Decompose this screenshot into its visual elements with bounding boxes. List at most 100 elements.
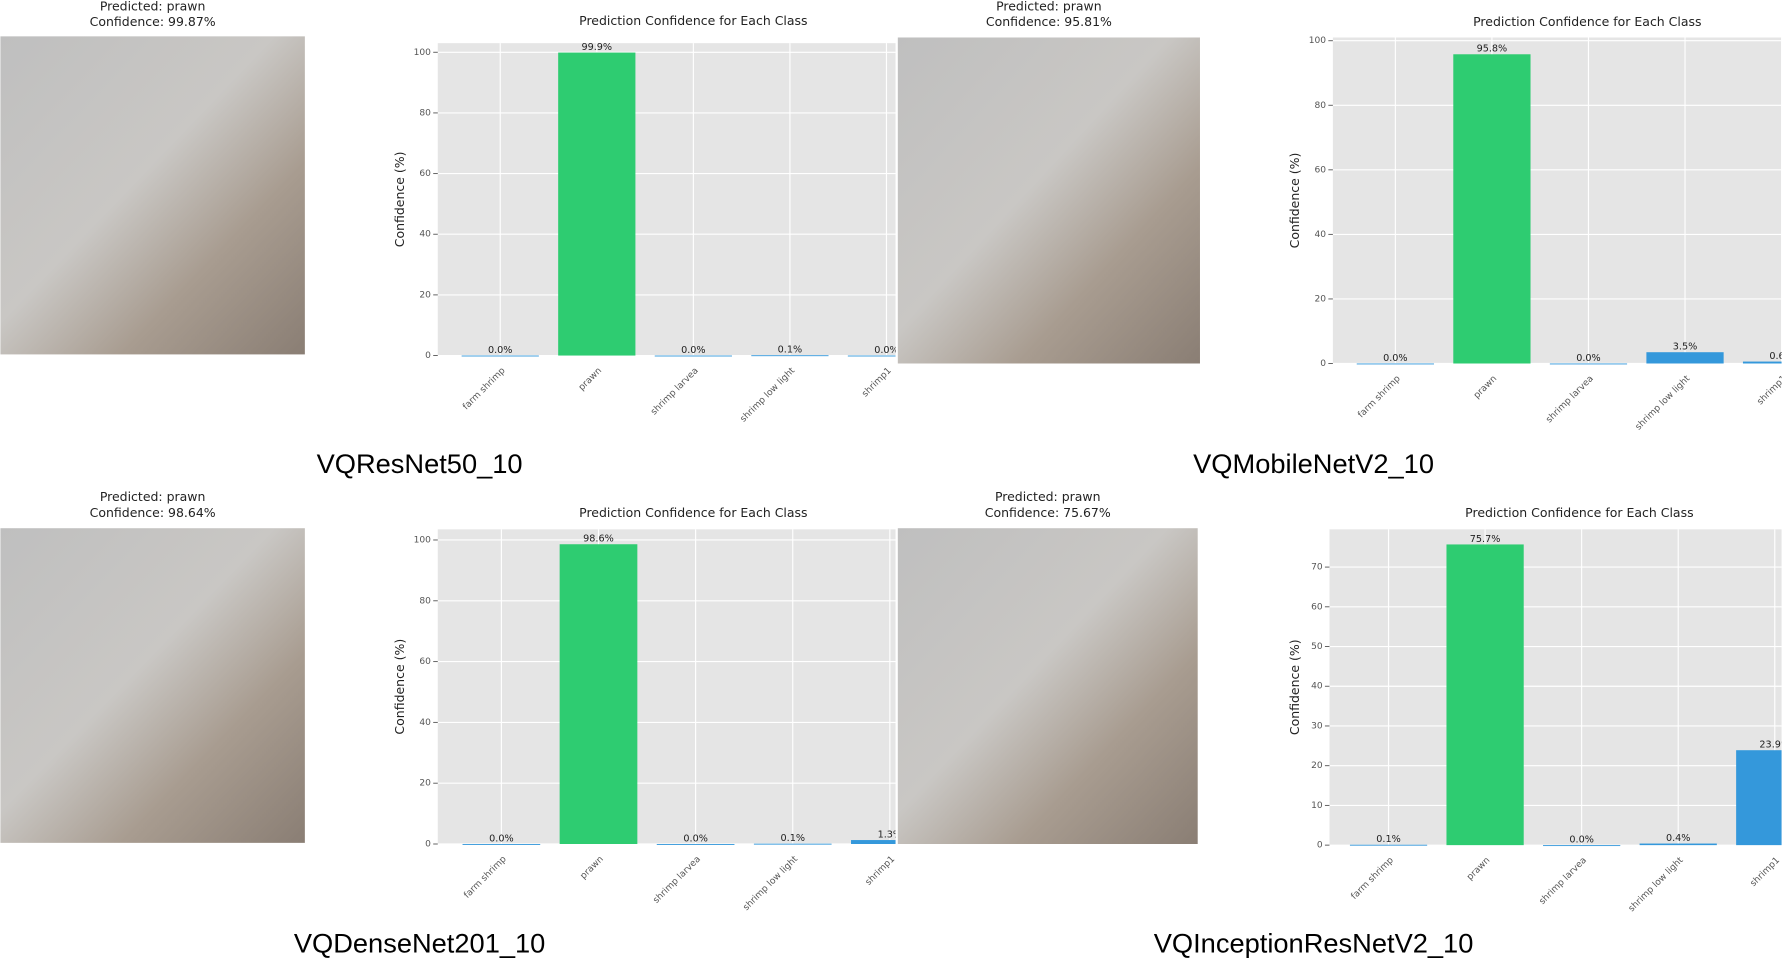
x-tick-label: farm shrimp [1350,855,1396,901]
photo [0,528,305,843]
y-tick-label: 20 [419,290,431,300]
x-tick-label: prawn [1465,856,1492,883]
value-label: 0.4% [1666,833,1691,844]
plot-area [437,43,896,356]
prediction: Predicted: prawn [100,489,206,504]
photo [897,528,1198,844]
y-tick-label: 40 [1315,230,1327,240]
x-tick-label: shrimp1 [1756,374,1782,407]
x-tick-label: shrimp larvea [649,366,700,417]
value-label: 0.0% [683,833,708,844]
y-tick-label: 20 [419,779,431,789]
bar [1349,844,1428,846]
chart: 0 20 40 60 80 100 0.0% farm shrimp 99.9% prawn 0.0… [414,42,896,425]
x-tick-label: shrimp larvea [652,854,703,905]
y-tick-label: 0 [425,351,431,361]
x-tick-label: prawn [577,366,604,393]
confidence: Confidence: 98.64% [90,505,216,520]
confidence: Confidence: 99.87% [90,14,216,29]
prediction: Predicted: prawn [996,0,1102,13]
chart-title: Prediction Confidence for Each Class [1465,505,1693,520]
value-label: 1.3% [878,829,903,840]
value-label: 95.8% [1477,44,1508,55]
bar [559,544,638,844]
x-tick-label: shrimp larvea [1544,374,1595,425]
y-tick-label: 100 [414,48,432,58]
y-axis-label: Confidence (%) [392,151,407,247]
value-label: 98.6% [583,534,614,545]
y-tick-label: 70 [1311,563,1323,573]
prediction: Predicted: prawn [100,0,206,13]
y-tick-label: 0 [1320,359,1326,369]
bar [558,52,636,356]
confidence: Confidence: 75.67% [985,505,1111,520]
bar [1453,54,1531,364]
chart: 0 20 40 60 80 100 0.0% farm shrimp 95.8% prawn 0.0… [1309,36,1782,432]
x-tick-label: farm shrimp [461,366,507,412]
photo [897,37,1200,364]
y-tick-label: 10 [1311,801,1323,811]
y-tick-label: 50 [1311,642,1323,652]
y-axis-label: Confidence (%) [1287,639,1302,735]
y-tick-label: 40 [419,230,431,240]
y-tick-label: 80 [419,108,431,118]
y-tick-label: 80 [419,596,431,606]
plot-area [437,529,896,844]
chart-title: Prediction Confidence for Each Class [579,505,807,520]
prediction: Predicted: prawn [995,489,1101,504]
model-caption: VQDenseNet201_10 [294,927,545,958]
x-tick-label: shrimp larvea [1538,856,1589,907]
model-caption: VQMobileNetV2_10 [1193,448,1434,479]
y-tick-label: 100 [414,535,432,545]
x-tick-label: shrimp low light [1634,374,1693,433]
bar [1646,352,1724,364]
value-label: 0.0% [488,345,513,356]
value-label: 0.0% [1576,353,1601,364]
y-axis-label: Confidence (%) [1287,153,1302,249]
bar [654,355,732,357]
bar [847,355,896,357]
chart-title: Prediction Confidence for Each Class [579,13,807,28]
y-axis-label: Confidence (%) [392,639,407,735]
chart-title: Prediction Confidence for Each Class [1473,14,1701,29]
bar [1736,750,1782,846]
bar [1639,843,1717,846]
bar [461,355,539,357]
bar [851,840,896,844]
x-tick-label: shrimp low light [1627,855,1686,914]
bar [751,355,829,357]
x-tick-label: prawn [1472,374,1499,401]
bar [656,843,735,845]
x-tick-label: farm shrimp [462,854,508,900]
value-label: 0.1% [1376,834,1400,845]
bar [1742,361,1782,364]
y-tick-label: 60 [419,657,431,667]
y-tick-label: 80 [1315,101,1327,111]
value-label: 3.5% [1673,342,1698,353]
bar [1549,363,1628,365]
plot-area [1332,37,1782,364]
x-tick-label: shrimp1 [864,854,897,887]
bar [1356,363,1434,365]
y-tick-label: 60 [1311,602,1323,612]
value-label: 75.7% [1470,534,1501,545]
bar [462,843,541,845]
value-label: 0.0% [681,345,706,356]
value-label: 0.1% [778,345,803,356]
x-tick-label: shrimp1 [1749,856,1782,889]
confidence: Confidence: 95.81% [986,14,1112,29]
chart: 0 20 40 60 80 100 0.0% farm shrimp 98.6% prawn 0.0… [414,529,903,913]
chart: 0 10 20 30 40 50 60 70 0.1% farm shrimp 75.7% prawn… [1311,529,1782,914]
value-label: 0.0% [1383,353,1408,364]
y-tick-label: 20 [1315,294,1327,304]
value-label: 0.0% [1569,834,1593,845]
y-tick-label: 30 [1311,721,1323,731]
value-label: 0.6% [1769,351,1782,362]
y-tick-label: 40 [419,718,431,728]
value-label: 0.0% [489,833,514,844]
